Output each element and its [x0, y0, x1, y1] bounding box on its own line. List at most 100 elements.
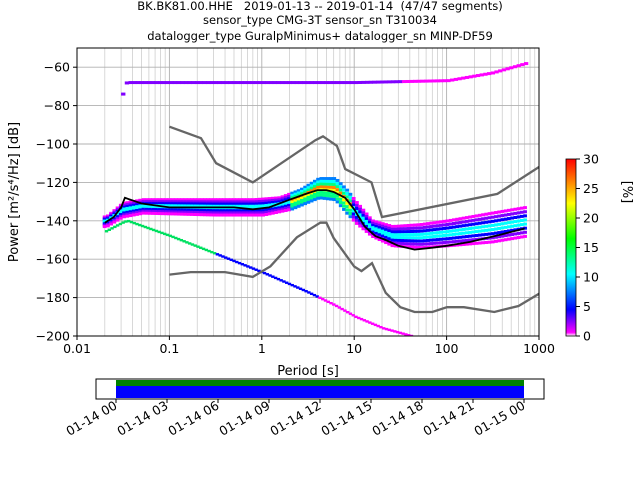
density-cell [490, 232, 495, 236]
density-cell [183, 81, 189, 85]
density-cell [154, 202, 159, 206]
density-cell [290, 196, 295, 200]
density-cell [458, 220, 463, 224]
colorbar-tick-label: 20 [583, 211, 599, 226]
density-cell [148, 205, 152, 209]
density-cell [371, 223, 375, 227]
density-cell [371, 228, 375, 232]
density-cell [464, 238, 469, 242]
density-cell [141, 209, 146, 213]
density-cell [319, 179, 324, 183]
density-cell [464, 227, 469, 231]
density-cell [516, 236, 521, 240]
density-cell [164, 202, 168, 206]
density-cell [481, 233, 485, 237]
density-cell [257, 197, 262, 201]
density-cell [331, 81, 337, 85]
density-cell [342, 191, 346, 195]
density-cell [368, 321, 372, 324]
density-cell [474, 218, 479, 222]
density-cell [357, 316, 361, 320]
density-cell [351, 200, 356, 204]
density-cell [228, 209, 233, 213]
density-cell [238, 200, 243, 204]
density-cell [452, 229, 456, 233]
density-cell [146, 81, 152, 85]
density-cell [507, 225, 511, 229]
density-cell [196, 245, 200, 248]
density-cell [283, 198, 288, 202]
density-cell [318, 296, 322, 300]
density-cell [121, 92, 126, 96]
density-cell [141, 203, 146, 207]
density-cell [380, 229, 385, 233]
density-cell [420, 79, 425, 83]
density-cell [290, 207, 295, 211]
density-cell [523, 226, 527, 230]
density-cell [170, 204, 175, 208]
density-cell [254, 209, 259, 213]
density-cell [345, 211, 350, 215]
density-cell [416, 79, 422, 83]
density-cell [309, 191, 314, 195]
timeline-coverage-bottom [116, 386, 524, 398]
density-cell [251, 209, 256, 213]
density-cell [283, 206, 288, 210]
density-cell [332, 303, 336, 306]
density-cell [393, 330, 397, 333]
density-cell [468, 234, 472, 238]
density-cell [191, 81, 196, 85]
density-cell [210, 250, 214, 254]
density-cell [497, 235, 502, 239]
density-cell [164, 212, 168, 216]
density-cell [348, 205, 353, 209]
density-cell [452, 218, 456, 222]
density-cell [115, 215, 120, 219]
density-cell [225, 200, 230, 204]
density-cell [338, 182, 343, 186]
density-cell [503, 221, 508, 225]
density-cell [481, 241, 485, 245]
density-cell [164, 208, 168, 212]
density-cell [296, 204, 301, 208]
colorbar-tick-label: 0 [583, 329, 591, 344]
density-cell [183, 208, 188, 212]
density-cell [516, 215, 521, 219]
density-cell [300, 201, 304, 205]
density-cell [452, 225, 456, 229]
y-tick-label: −120 [36, 175, 70, 190]
chart-title-line-1: BK.BK81.00.HHE 2019-01-13 -- 2019-01-14 … [137, 0, 503, 13]
density-cell [312, 195, 317, 199]
density-cell [510, 212, 515, 216]
density-cell [377, 228, 382, 232]
density-cell [477, 221, 482, 225]
density-cell [490, 219, 495, 223]
density-cell [484, 212, 489, 216]
density-cell [403, 239, 408, 243]
density-cell [203, 213, 207, 217]
density-cell [277, 206, 282, 210]
density-cell [241, 198, 246, 202]
density-cell [432, 238, 437, 242]
density-cell [264, 212, 269, 216]
density-cell [397, 233, 401, 237]
density-cell [494, 239, 498, 243]
density-cell [452, 236, 456, 240]
density-cell [245, 213, 249, 217]
density-cell [173, 210, 178, 214]
y-tick-label: −200 [36, 329, 70, 344]
density-cell [177, 212, 181, 216]
density-cell [471, 222, 476, 226]
density-cell [361, 208, 366, 212]
density-cell [228, 202, 233, 206]
density-cell [183, 198, 188, 202]
density-cell [329, 180, 333, 184]
timeline-tick-label: 01-15 00 [471, 398, 527, 439]
density-cell [497, 218, 502, 222]
density-cell [406, 242, 411, 246]
density-cell [219, 204, 223, 208]
density-cell [261, 199, 265, 203]
density-cell [246, 81, 252, 85]
density-cell [109, 219, 113, 223]
density-cell [471, 218, 476, 222]
